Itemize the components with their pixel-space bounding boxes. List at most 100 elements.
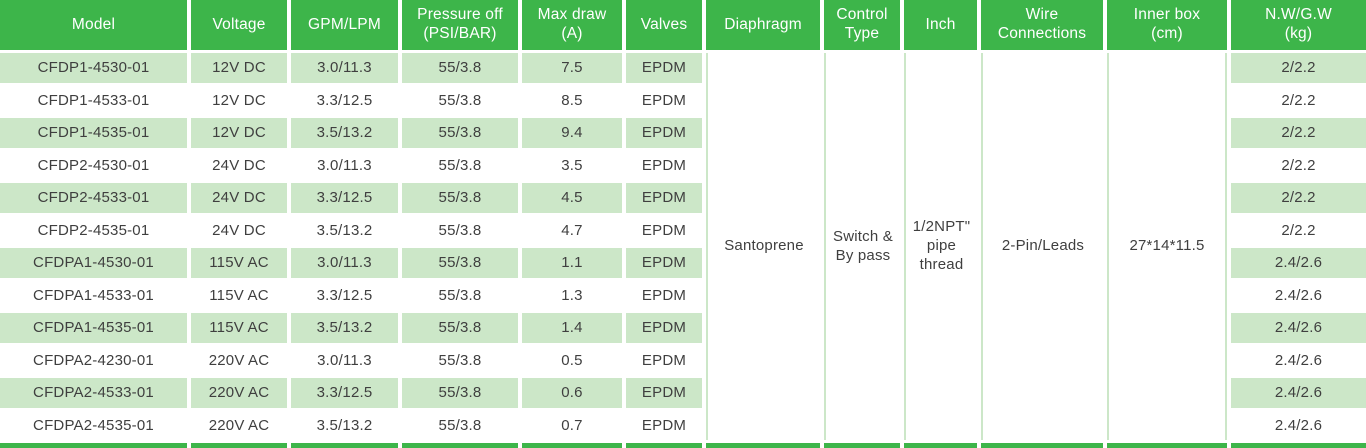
table-row: CFDP1-4530-01 12V DC 3.0/11.3 55/3.8 7.5… — [0, 53, 1366, 440]
cell-voltage: 220V AC — [191, 378, 287, 408]
cell-pressure-off: 55/3.8 — [402, 118, 518, 148]
cell-control-type-merged: Switch & By pass — [824, 53, 900, 440]
cell-nw-gw: 2.4/2.6 — [1231, 345, 1366, 375]
col-header-gpm-lpm: GPM/LPM — [291, 0, 398, 50]
cell-voltage: 12V DC — [191, 85, 287, 115]
bottom-accent-segment — [522, 443, 622, 448]
cell-nw-gw: 2/2.2 — [1231, 150, 1366, 180]
table-row: CFDP2-4533-01 24V DC 3.3/12.5 55/3.8 4.5… — [0, 183, 1366, 213]
cell-gpm-lpm: 3.0/11.3 — [291, 150, 398, 180]
table-row: CFDPA2-4230-01 220V AC 3.0/11.3 55/3.8 0… — [0, 345, 1366, 375]
cell-valves: EPDM — [626, 345, 702, 375]
cell-gpm-lpm: 3.5/13.2 — [291, 313, 398, 343]
col-header-max-draw: Max draw (A) — [522, 0, 622, 50]
cell-pressure-off: 55/3.8 — [402, 215, 518, 245]
cell-pressure-off: 55/3.8 — [402, 85, 518, 115]
cell-max-draw: 0.6 — [522, 378, 622, 408]
cell-valves: EPDM — [626, 85, 702, 115]
cell-voltage: 115V AC — [191, 248, 287, 278]
cell-voltage: 12V DC — [191, 118, 287, 148]
cell-pressure-off: 55/3.8 — [402, 313, 518, 343]
bottom-accent-segment — [291, 443, 398, 448]
cell-gpm-lpm: 3.3/12.5 — [291, 183, 398, 213]
bottom-accent-segment — [0, 443, 187, 448]
cell-max-draw: 0.5 — [522, 345, 622, 375]
cell-max-draw: 3.5 — [522, 150, 622, 180]
col-header-inner-box: Inner box (cm) — [1107, 0, 1227, 50]
cell-gpm-lpm: 3.3/12.5 — [291, 280, 398, 310]
cell-max-draw: 1.3 — [522, 280, 622, 310]
cell-pressure-off: 55/3.8 — [402, 150, 518, 180]
cell-model: CFDP2-4535-01 — [0, 215, 187, 245]
cell-pressure-off: 55/3.8 — [402, 53, 518, 83]
bottom-accent-segment — [981, 443, 1103, 448]
cell-voltage: 24V DC — [191, 215, 287, 245]
cell-nw-gw: 2.4/2.6 — [1231, 313, 1366, 343]
cell-gpm-lpm: 3.5/13.2 — [291, 215, 398, 245]
cell-pressure-off: 55/3.8 — [402, 280, 518, 310]
cell-valves: EPDM — [626, 410, 702, 440]
cell-inch-merged: 1/2NPT" pipe thread — [904, 53, 977, 440]
cell-pressure-off: 55/3.8 — [402, 378, 518, 408]
cell-valves: EPDM — [626, 118, 702, 148]
col-header-control-type: Control Type — [824, 0, 900, 50]
cell-voltage: 24V DC — [191, 183, 287, 213]
cell-voltage: 12V DC — [191, 53, 287, 83]
bottom-accent-segment — [626, 443, 702, 448]
cell-valves: EPDM — [626, 150, 702, 180]
cell-pressure-off: 55/3.8 — [402, 410, 518, 440]
cell-nw-gw: 2.4/2.6 — [1231, 248, 1366, 278]
cell-max-draw: 9.4 — [522, 118, 622, 148]
cell-wire-connections-merged: 2-Pin/Leads — [981, 53, 1103, 440]
cell-max-draw: 1.1 — [522, 248, 622, 278]
table-row: CFDP1-4533-01 12V DC 3.3/12.5 55/3.8 8.5… — [0, 85, 1366, 115]
bottom-accent-segment — [191, 443, 287, 448]
cell-valves: EPDM — [626, 248, 702, 278]
cell-pressure-off: 55/3.8 — [402, 345, 518, 375]
cell-valves: EPDM — [626, 183, 702, 213]
cell-gpm-lpm: 3.0/11.3 — [291, 53, 398, 83]
cell-gpm-lpm: 3.3/12.5 — [291, 85, 398, 115]
cell-model: CFDP2-4530-01 — [0, 150, 187, 180]
cell-max-draw: 4.5 — [522, 183, 622, 213]
table-row: CFDPA1-4533-01 115V AC 3.3/12.5 55/3.8 1… — [0, 280, 1366, 310]
cell-nw-gw: 2/2.2 — [1231, 215, 1366, 245]
cell-max-draw: 4.7 — [522, 215, 622, 245]
col-header-model: Model — [0, 0, 187, 50]
col-header-pressure-off: Pressure off (PSI/BAR) — [402, 0, 518, 50]
cell-gpm-lpm: 3.0/11.3 — [291, 248, 398, 278]
col-header-valves: Valves — [626, 0, 702, 50]
table-row: CFDP1-4535-01 12V DC 3.5/13.2 55/3.8 9.4… — [0, 118, 1366, 148]
cell-nw-gw: 2.4/2.6 — [1231, 410, 1366, 440]
bottom-accent-segment — [1231, 443, 1366, 448]
cell-model: CFDPA1-4530-01 — [0, 248, 187, 278]
col-header-nw-gw: N.W/G.W (kg) — [1231, 0, 1366, 50]
bottom-accent-segment — [402, 443, 518, 448]
cell-model: CFDP1-4530-01 — [0, 53, 187, 83]
cell-max-draw: 1.4 — [522, 313, 622, 343]
bottom-accent-segment — [904, 443, 977, 448]
cell-model: CFDPA2-4533-01 — [0, 378, 187, 408]
cell-max-draw: 8.5 — [522, 85, 622, 115]
bottom-accent-segment — [706, 443, 820, 448]
cell-nw-gw: 2/2.2 — [1231, 183, 1366, 213]
cell-max-draw: 7.5 — [522, 53, 622, 83]
header-row: Model Voltage GPM/LPM Pressure off (PSI/… — [0, 0, 1366, 50]
table-row: CFDPA1-4535-01 115V AC 3.5/13.2 55/3.8 1… — [0, 313, 1366, 343]
cell-valves: EPDM — [626, 215, 702, 245]
cell-gpm-lpm: 3.5/13.2 — [291, 410, 398, 440]
cell-valves: EPDM — [626, 378, 702, 408]
cell-nw-gw: 2.4/2.6 — [1231, 378, 1366, 408]
cell-model: CFDP1-4535-01 — [0, 118, 187, 148]
col-header-voltage: Voltage — [191, 0, 287, 50]
table-row: CFDPA2-4535-01 220V AC 3.5/13.2 55/3.8 0… — [0, 410, 1366, 440]
cell-gpm-lpm: 3.0/11.3 — [291, 345, 398, 375]
cell-gpm-lpm: 3.5/13.2 — [291, 118, 398, 148]
cell-model: CFDPA1-4535-01 — [0, 313, 187, 343]
cell-diaphragm-merged: Santoprene — [706, 53, 820, 440]
table-row: CFDPA2-4533-01 220V AC 3.3/12.5 55/3.8 0… — [0, 378, 1366, 408]
col-header-inch: Inch — [904, 0, 977, 50]
cell-model: CFDP2-4533-01 — [0, 183, 187, 213]
cell-nw-gw: 2/2.2 — [1231, 53, 1366, 83]
